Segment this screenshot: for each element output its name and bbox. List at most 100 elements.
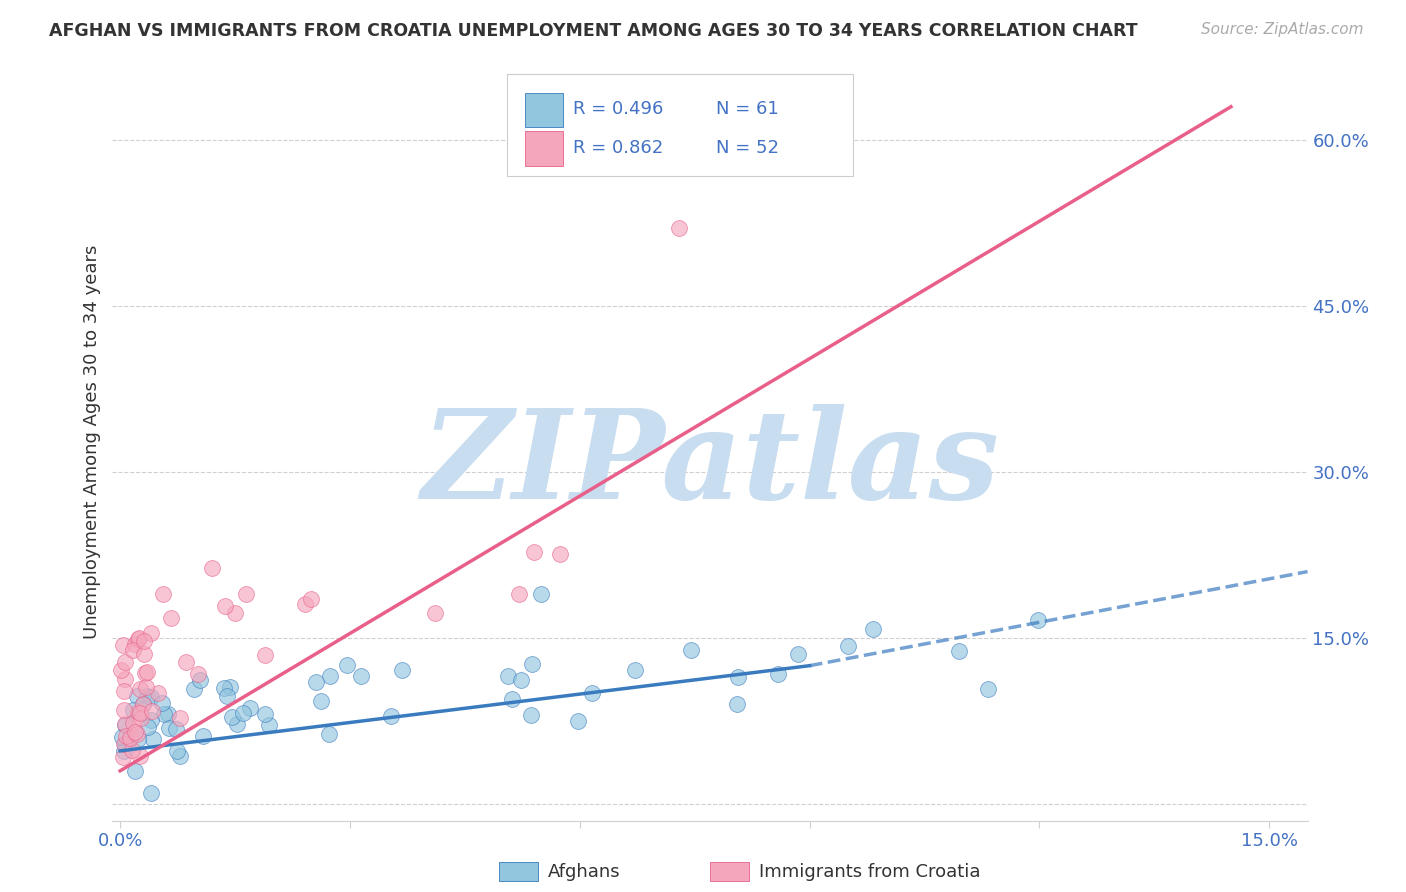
Point <box>496 668 519 682</box>
Point <box>114 672 136 686</box>
Point <box>305 675 328 690</box>
Point <box>124 725 146 739</box>
Point <box>520 657 543 671</box>
Point <box>224 606 246 620</box>
Point <box>156 706 179 721</box>
Point <box>129 681 152 696</box>
Point <box>668 221 690 235</box>
Text: N = 52: N = 52 <box>716 139 779 157</box>
Point <box>727 669 749 683</box>
Point <box>380 709 402 723</box>
Point <box>169 711 191 725</box>
Point <box>294 597 316 611</box>
Point <box>122 715 145 730</box>
Point <box>423 606 446 620</box>
Point <box>115 729 138 743</box>
Point <box>191 729 214 743</box>
Point <box>581 686 603 700</box>
Point <box>188 673 211 687</box>
Point <box>165 722 187 736</box>
Point <box>299 591 322 606</box>
Point <box>127 732 149 747</box>
Point <box>114 716 136 731</box>
Point <box>215 690 238 704</box>
Point <box>187 666 209 681</box>
Point <box>112 702 135 716</box>
Point <box>257 718 280 732</box>
Text: AFGHAN VS IMMIGRANTS FROM CROATIA UNEMPLOYMENT AMONG AGES 30 TO 34 YEARS CORRELA: AFGHAN VS IMMIGRANTS FROM CROATIA UNEMPL… <box>49 22 1137 40</box>
Point <box>134 666 156 681</box>
Point <box>114 655 136 669</box>
Text: Afghans: Afghans <box>548 863 621 881</box>
Point <box>214 599 236 614</box>
Point <box>141 704 163 718</box>
Point <box>232 706 254 720</box>
Point <box>157 722 180 736</box>
Point <box>725 697 748 711</box>
Point <box>548 548 571 562</box>
Text: R = 0.862: R = 0.862 <box>572 139 662 157</box>
Point <box>221 709 243 723</box>
Point <box>787 647 810 661</box>
Point <box>121 743 143 757</box>
Point <box>120 731 142 746</box>
Point <box>510 673 533 687</box>
Point <box>111 730 134 744</box>
Point <box>530 587 553 601</box>
Text: Source: ZipAtlas.com: Source: ZipAtlas.com <box>1201 22 1364 37</box>
Point <box>139 714 162 728</box>
Point <box>148 686 170 700</box>
Point <box>311 694 333 708</box>
FancyBboxPatch shape <box>524 93 562 127</box>
Point <box>153 707 176 722</box>
Point <box>391 663 413 677</box>
Point <box>114 718 136 732</box>
Point <box>136 721 159 735</box>
Point <box>112 749 135 764</box>
Point <box>624 663 647 677</box>
FancyBboxPatch shape <box>524 131 562 166</box>
Point <box>129 711 152 725</box>
Point <box>253 706 276 721</box>
Point <box>679 643 702 657</box>
Point <box>124 764 146 778</box>
Point <box>567 714 589 729</box>
Point <box>1026 613 1049 627</box>
Point <box>837 640 859 654</box>
Point <box>176 655 198 669</box>
Point <box>124 637 146 651</box>
Point <box>150 697 173 711</box>
Point <box>519 708 541 723</box>
Point <box>128 706 150 720</box>
Point <box>112 683 135 698</box>
Point <box>862 622 884 636</box>
Point <box>135 665 157 679</box>
Point <box>139 786 162 800</box>
Point <box>125 727 148 741</box>
Point <box>128 631 150 645</box>
Point <box>127 632 149 646</box>
Point <box>318 727 340 741</box>
Point <box>128 748 150 763</box>
Point <box>112 744 135 758</box>
Point <box>169 749 191 764</box>
Point <box>235 587 257 601</box>
Point <box>183 681 205 696</box>
Point <box>125 689 148 703</box>
Text: R = 0.496: R = 0.496 <box>572 101 664 119</box>
Point <box>135 680 157 694</box>
Point <box>110 664 132 678</box>
Point <box>218 680 240 694</box>
Point <box>142 732 165 747</box>
Text: ZIPatlas: ZIPatlas <box>420 403 1000 525</box>
Point <box>114 737 136 751</box>
Point <box>523 545 546 559</box>
Point <box>131 697 153 711</box>
Text: N = 61: N = 61 <box>716 101 779 119</box>
Point <box>121 642 143 657</box>
Point <box>214 681 236 696</box>
Point <box>112 737 135 751</box>
Point <box>508 587 530 601</box>
Point <box>139 690 162 704</box>
Point <box>977 681 1000 696</box>
